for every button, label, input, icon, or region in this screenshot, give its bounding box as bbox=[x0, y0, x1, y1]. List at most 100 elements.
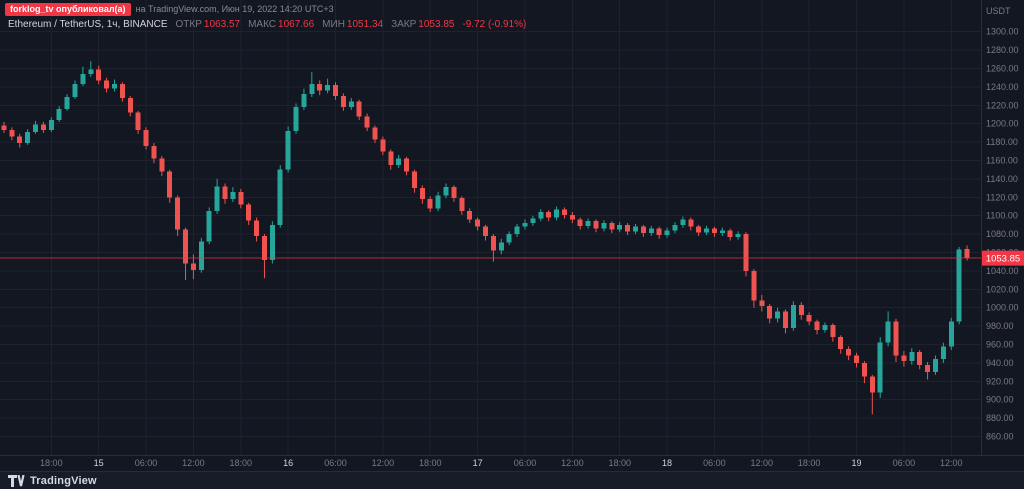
candle-body bbox=[411, 171, 417, 189]
candle-body bbox=[404, 158, 410, 172]
last-price-label: 1053.85 bbox=[986, 254, 1020, 265]
open-value: 1063.57 bbox=[203, 19, 241, 30]
candle-body bbox=[127, 97, 133, 113]
footer-bar: TradingView bbox=[0, 471, 1024, 489]
tradingview-brand-name[interactable]: TradingView bbox=[30, 474, 97, 487]
candle-body bbox=[277, 169, 283, 225]
candle-body bbox=[88, 69, 94, 75]
candle-body bbox=[467, 211, 473, 220]
candle-body bbox=[427, 199, 433, 209]
candle-body bbox=[506, 234, 512, 243]
low-label: МИН bbox=[322, 19, 345, 30]
candle-body bbox=[743, 234, 749, 271]
candle-body bbox=[546, 212, 552, 218]
candle-body bbox=[751, 270, 757, 301]
candle-body bbox=[822, 325, 828, 330]
candle-body bbox=[672, 224, 678, 231]
attribution-text[interactable]: на TradingView.com, Июн 19, 2022 14:20 U… bbox=[135, 4, 334, 14]
candle-body bbox=[340, 96, 346, 108]
time-axis-label: 18:00 bbox=[40, 458, 63, 468]
candle-body bbox=[577, 219, 583, 226]
symbol-legend: Ethereum / TetherUS, 1ч, BINANCE ОТКР 10… bbox=[8, 19, 526, 31]
candle-body bbox=[782, 311, 788, 328]
time-axis-label: 06:00 bbox=[324, 458, 347, 468]
time-axis-label: 19 bbox=[852, 458, 862, 468]
candle-body bbox=[435, 195, 441, 209]
candle-body bbox=[317, 84, 323, 91]
candle-body bbox=[696, 226, 702, 233]
time-axis-label: 12:00 bbox=[751, 458, 774, 468]
candle-body bbox=[333, 85, 339, 97]
candle-body bbox=[956, 249, 962, 322]
symbol-title[interactable]: Ethereum / TetherUS, 1ч, BINANCE bbox=[8, 19, 168, 30]
legend-low: МИН 1051.34 bbox=[322, 19, 383, 31]
candle-body bbox=[530, 218, 536, 224]
time-axis-label: 18:00 bbox=[230, 458, 253, 468]
candle-body bbox=[593, 221, 599, 229]
time-axis-label: 17 bbox=[473, 458, 483, 468]
price-axis-label: 1100.00 bbox=[986, 211, 1018, 221]
candle-body bbox=[838, 337, 844, 350]
candle-body bbox=[854, 355, 860, 363]
candle-body bbox=[269, 224, 275, 260]
candle-body bbox=[104, 80, 110, 89]
candle-body bbox=[727, 230, 733, 237]
last-price-badge bbox=[982, 250, 1024, 266]
candle-body bbox=[735, 234, 741, 237]
time-axis-label: 12:00 bbox=[182, 458, 205, 468]
candle-body bbox=[214, 186, 220, 212]
price-axis-label: 1000.00 bbox=[986, 303, 1019, 313]
candle-body bbox=[664, 230, 670, 236]
candle-body bbox=[135, 112, 141, 131]
time-axis-label: 18:00 bbox=[419, 458, 442, 468]
price-axis-label: 960.00 bbox=[986, 340, 1014, 350]
candle-body bbox=[222, 186, 228, 200]
candle-body bbox=[601, 223, 607, 229]
candle-body bbox=[151, 145, 157, 159]
candle-body bbox=[119, 84, 125, 98]
candle-body bbox=[846, 349, 852, 356]
candle-body bbox=[538, 212, 544, 219]
close-label: ЗАКР bbox=[391, 19, 417, 30]
candle-body bbox=[230, 191, 236, 200]
candle-body bbox=[483, 226, 488, 236]
price-axis-unit: USDT bbox=[986, 6, 1011, 16]
price-axis-label: 980.00 bbox=[986, 321, 1014, 331]
close-value: 1053.85 bbox=[418, 19, 455, 30]
time-axis-label: 12:00 bbox=[372, 458, 395, 468]
candle-body bbox=[380, 139, 386, 152]
candle-body bbox=[17, 136, 23, 144]
candle-body bbox=[246, 204, 252, 221]
candle-body bbox=[325, 85, 331, 91]
high-label: МАКС bbox=[248, 19, 277, 30]
candle-body bbox=[183, 229, 189, 264]
candle-body bbox=[656, 228, 662, 236]
candle-body bbox=[917, 351, 923, 365]
candle-body bbox=[648, 228, 654, 234]
price-axis-label: 1080.00 bbox=[986, 229, 1019, 239]
candle-body bbox=[254, 220, 260, 236]
candle-body bbox=[348, 101, 354, 108]
candle-body bbox=[293, 107, 299, 132]
price-axis-label: 940.00 bbox=[986, 358, 1014, 368]
candle-body bbox=[64, 97, 70, 109]
candle-body bbox=[569, 214, 575, 220]
candle-body bbox=[830, 325, 836, 338]
candle-body bbox=[806, 315, 812, 322]
candle-body bbox=[617, 224, 623, 230]
candle-body bbox=[790, 304, 796, 328]
candle-body bbox=[475, 219, 481, 227]
legend-open: ОТКР 1063.57 bbox=[176, 19, 241, 31]
legend-high: МАКС 1067.66 bbox=[248, 19, 314, 31]
price-axis-label: 920.00 bbox=[986, 376, 1014, 386]
author-badge[interactable]: forklog_tv опубликовал(а) bbox=[5, 3, 131, 16]
price-axis-label: 880.00 bbox=[986, 413, 1014, 423]
candle-body bbox=[96, 69, 102, 81]
price-axis-label: 1260.00 bbox=[986, 63, 1019, 73]
candle-body bbox=[561, 209, 567, 215]
candle-body bbox=[719, 230, 725, 234]
candle-body bbox=[901, 355, 907, 362]
change-value: -9.72 (-0.91%) bbox=[462, 19, 527, 30]
tradingview-logo-icon[interactable] bbox=[8, 474, 25, 487]
